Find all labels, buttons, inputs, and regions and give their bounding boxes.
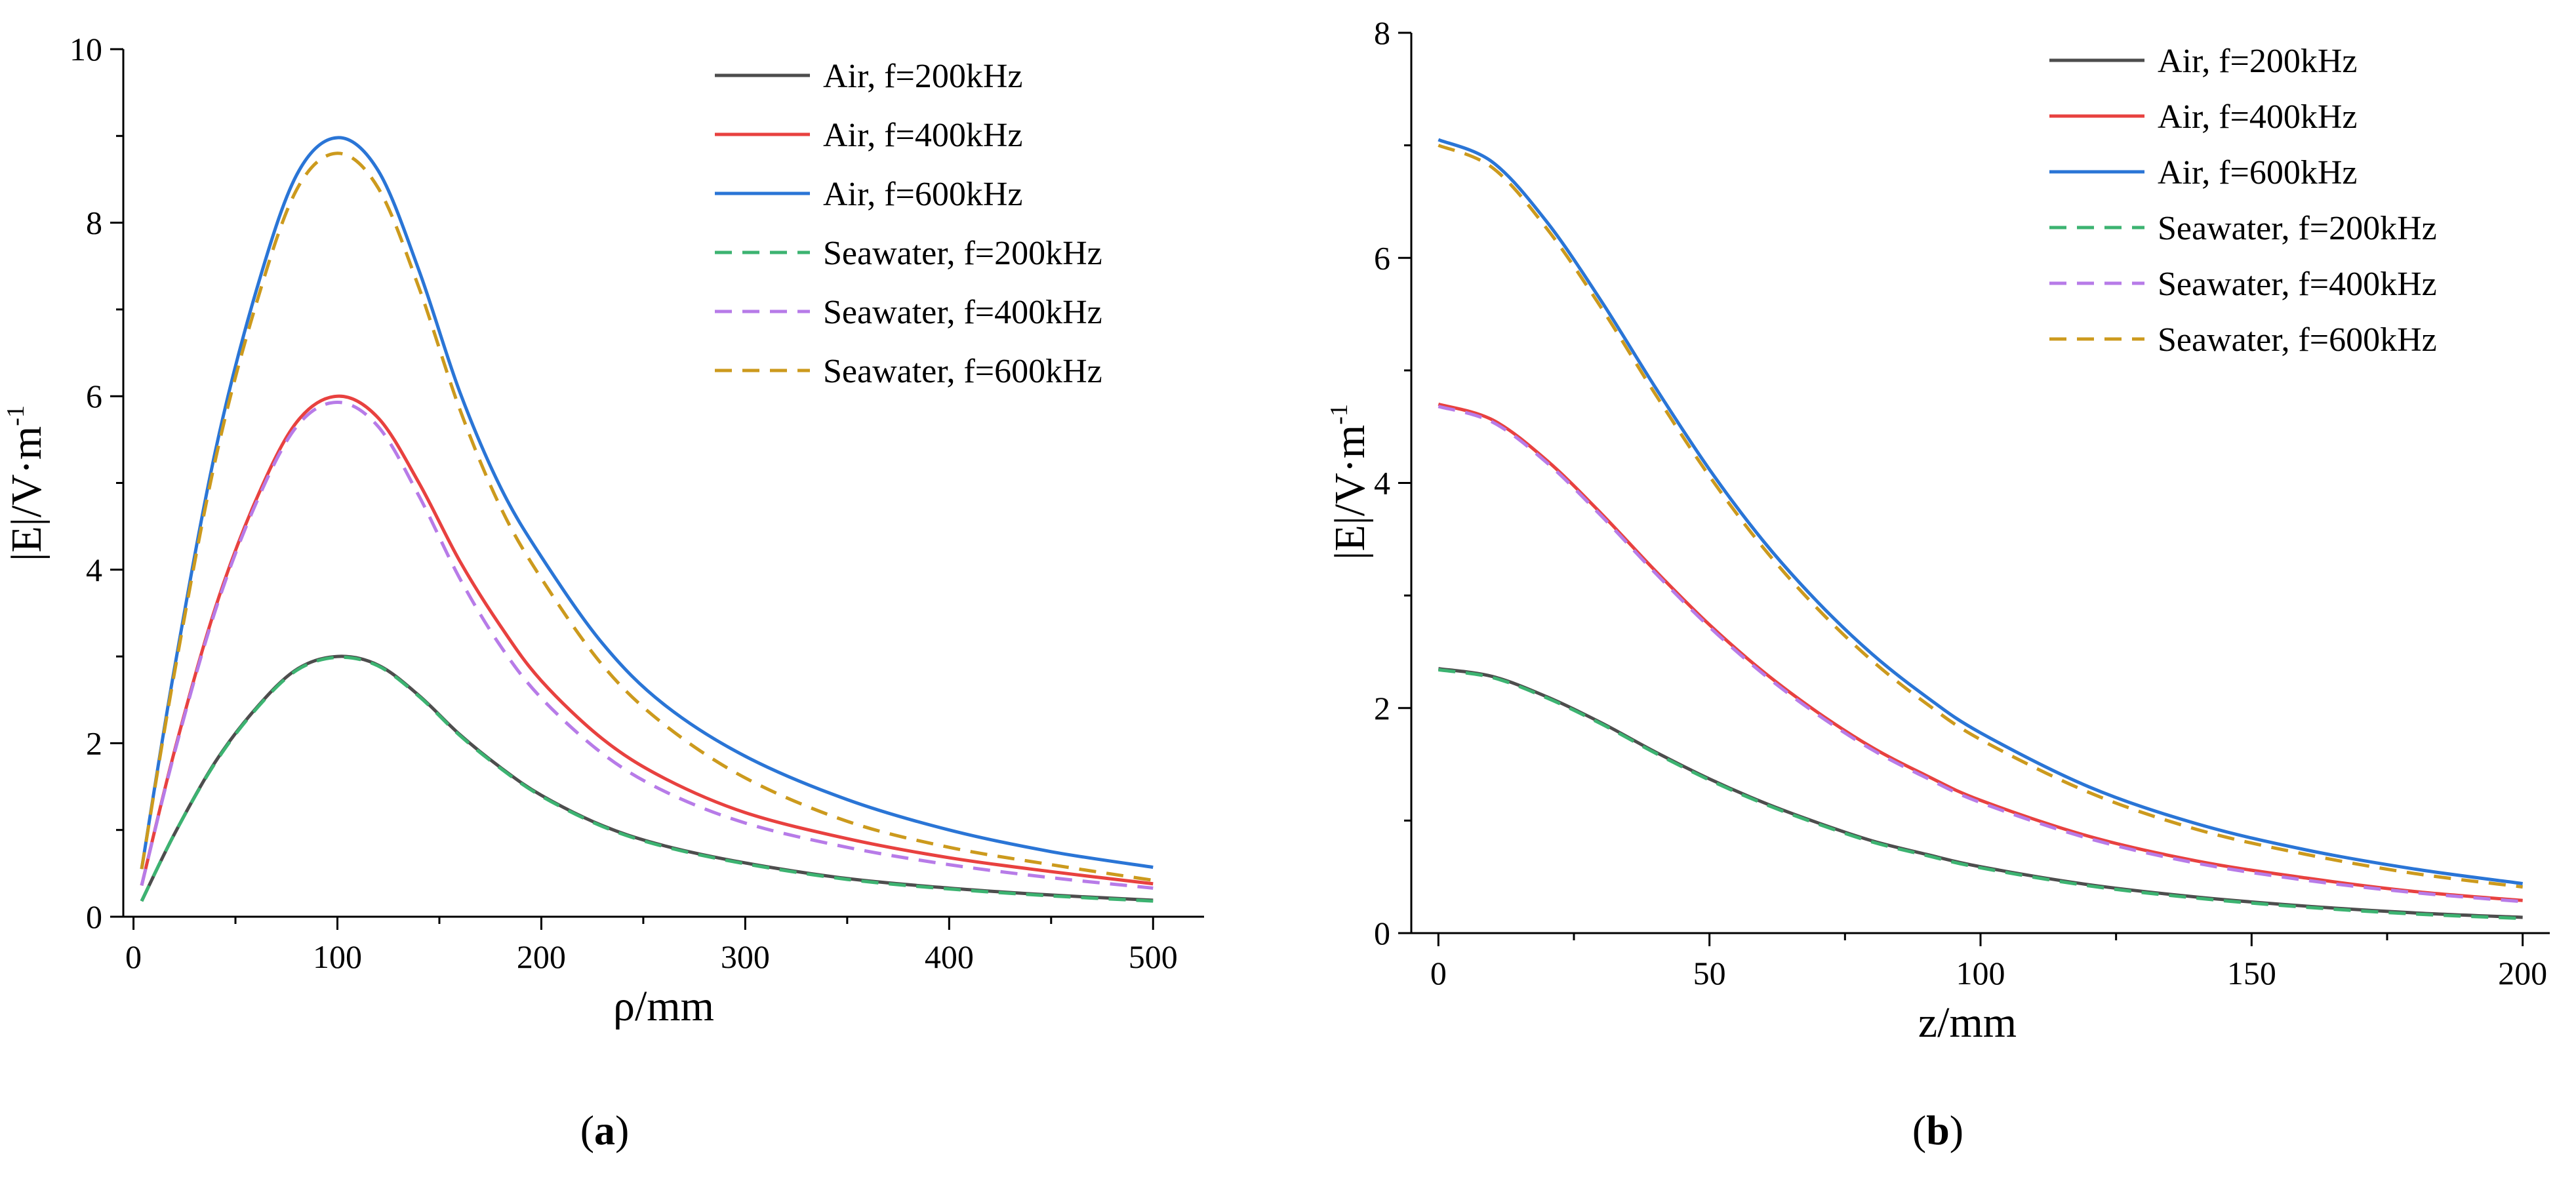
chart-b-legend-label: Air, f=400kHz	[2158, 98, 2358, 136]
chart-b-caption: (b)	[1912, 1107, 1963, 1153]
chart-b-y-tick-label: 4	[1374, 465, 1390, 502]
chart-b-x-tick-label: 150	[2227, 955, 2276, 991]
chart-a-series-line-4	[140, 655, 1154, 903]
chart-a-legend-label: Seawater, f=200kHz	[823, 235, 1102, 272]
chart-a-y-tick-label: 2	[86, 725, 102, 761]
chart-b-y-tick-label: 2	[1374, 690, 1390, 727]
chart-a-y-axis-title-sup: -1	[2, 405, 30, 426]
chart-a-series-line-6	[140, 151, 1154, 882]
chart-a-x-tick-label: 500	[1129, 938, 1178, 975]
chart-a-y-tick-label: 10	[70, 31, 102, 68]
chart-a-x-tick-label: 100	[313, 938, 362, 975]
chart-b-series-line-5	[1438, 405, 2523, 904]
chart-a-legend-label: Seawater, f=400kHz	[823, 294, 1102, 331]
chart-a-caption-letter: a	[594, 1107, 615, 1153]
chart-panel-b: 0 50 100 150 200 0 2 4 6 8 Air, f=200kHz Air, f=400…	[1325, 14, 2550, 1153]
chart-a-x-tick-label: 200	[517, 938, 566, 975]
chart-b-x-tick-label: 0	[1430, 955, 1447, 991]
chart-a-x-axis-title: ρ/mm	[613, 982, 714, 1030]
chart-b-x-tick-label: 200	[2498, 955, 2547, 991]
chart-b-x-tick-label: 50	[1693, 955, 1726, 991]
chart-a-legend-label: Air, f=400kHz	[823, 117, 1023, 154]
chart-a-y-tick-label: 6	[86, 378, 102, 414]
chart-a-x-tick-label: 300	[721, 938, 770, 975]
chart-a-series-line-5	[140, 400, 1154, 890]
chart-b-series-line-1	[1438, 667, 2523, 919]
chart-panel-a: 0 100 200 300 400 500 0 2 4 6 8 10 Air, f=200kHz Air,…	[2, 31, 1204, 1153]
chart-b-series-line-3	[1438, 138, 2524, 885]
chart-b-y-tick-label: 6	[1374, 239, 1390, 276]
chart-b-series-line-4	[1438, 668, 2523, 921]
chart-b-legend-label: Seawater, f=600kHz	[2158, 321, 2437, 359]
chart-b-x-axis-title: z/mm	[1918, 999, 2017, 1047]
chart-a-y-axis-title-main: |E|/V·m	[3, 426, 50, 561]
chart-b-y-tick-label: 8	[1374, 14, 1390, 51]
chart-b-x-tick-label: 100	[1956, 955, 2005, 991]
chart-b-legend-label: Air, f=200kHz	[2158, 43, 2358, 80]
chart-b-series-line-2	[1438, 402, 2523, 902]
chart-a-series-line-2	[140, 394, 1154, 886]
chart-a-x-tick-label: 0	[125, 938, 142, 975]
chart-b-y-tick-label: 0	[1374, 915, 1390, 951]
chart-b-y-axis-title: |E|/V·m-1	[1325, 404, 1374, 560]
chart-b-caption-letter: b	[1926, 1107, 1950, 1153]
chart-a-series-line-3	[140, 136, 1154, 870]
chart-b-y-axis-title-main: |E|/V·m	[1326, 425, 1374, 560]
chart-a-x-tick-label: 400	[925, 938, 974, 975]
chart-a-y-axis-title: |E|/V·m-1	[2, 405, 50, 561]
chart-b-y-axis-title-sup: -1	[1325, 404, 1353, 425]
chart-a-legend-label: Air, f=600kHz	[823, 176, 1023, 213]
chart-a-legend-label: Air, f=200kHz	[823, 58, 1023, 95]
chart-b-legend-label: Seawater, f=200kHz	[2158, 210, 2437, 247]
chart-a-caption: (a)	[580, 1107, 630, 1153]
chart-b-legend-label: Air, f=600kHz	[2158, 154, 2358, 191]
chart-a-legend-label: Seawater, f=600kHz	[823, 353, 1102, 390]
chart-a-y-tick-label: 8	[86, 205, 102, 241]
chart-b-series-line-6	[1438, 144, 2523, 889]
chart-b-legend-label: Seawater, f=400kHz	[2158, 266, 2437, 303]
chart-a-y-tick-label: 4	[86, 551, 102, 588]
chart-a-y-tick-label: 0	[86, 898, 102, 935]
